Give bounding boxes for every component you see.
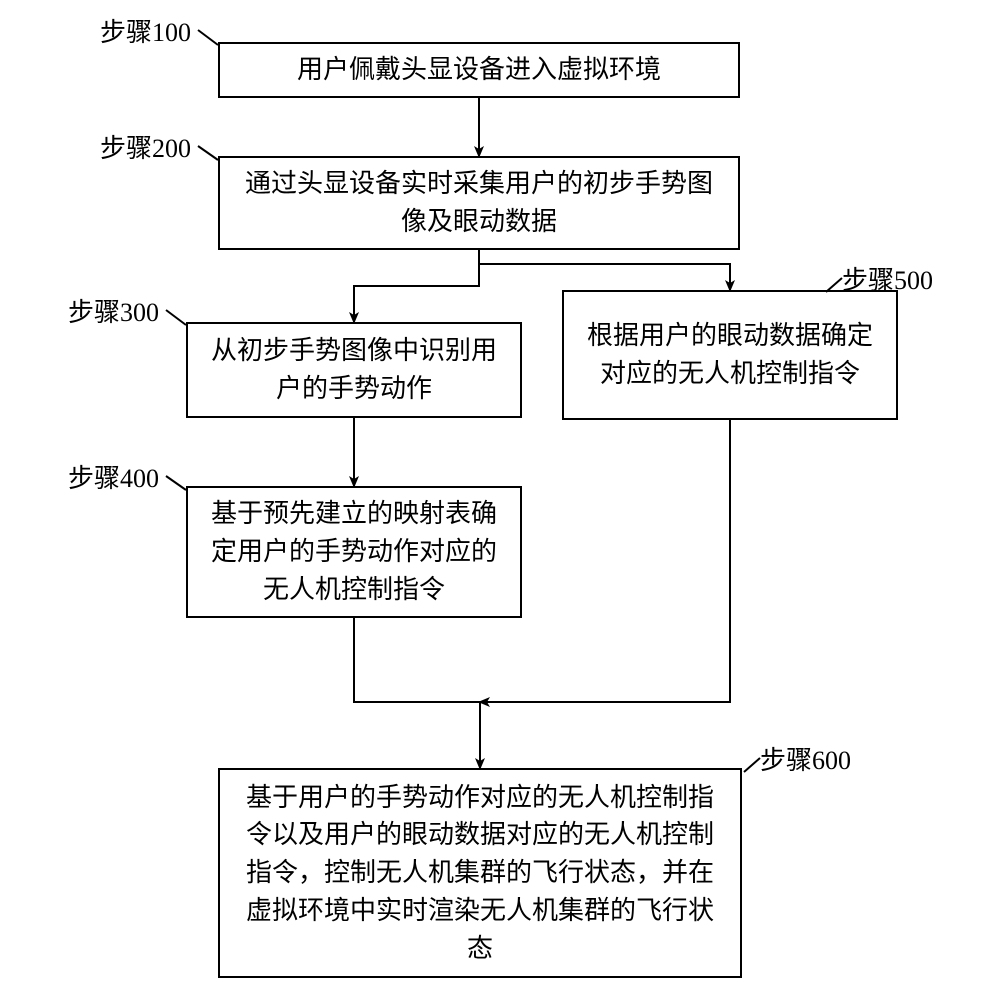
step-label-100: 步骤100	[100, 12, 191, 49]
flow-node-200: 通过头显设备实时采集用户的初步手势图像及眼动数据	[218, 156, 740, 250]
step-label-200: 步骤200	[100, 128, 191, 165]
flow-node-100: 用户佩戴头显设备进入虚拟环境	[218, 42, 740, 98]
node-text: 根据用户的眼动数据确定对应的无人机控制指令	[578, 317, 882, 392]
node-text: 通过头显设备实时采集用户的初步手势图像及眼动数据	[234, 165, 724, 240]
flow-node-600: 基于用户的手势动作对应的无人机控制指令以及用户的眼动数据对应的无人机控制指令，控…	[218, 768, 742, 978]
node-text: 用户佩戴头显设备进入虚拟环境	[297, 51, 661, 89]
step-label-600: 步骤600	[760, 740, 851, 777]
node-text: 基于预先建立的映射表确定用户的手势动作对应的无人机控制指令	[202, 495, 506, 608]
node-text: 基于用户的手势动作对应的无人机控制指令以及用户的眼动数据对应的无人机控制指令，控…	[234, 779, 726, 967]
step-label-300: 步骤300	[68, 292, 159, 329]
flow-node-300: 从初步手势图像中识别用户的手势动作	[186, 322, 522, 418]
flowchart-canvas: 步骤100 步骤200 步骤300 步骤400 步骤500 步骤600 用户佩戴…	[0, 0, 986, 1000]
node-text: 从初步手势图像中识别用户的手势动作	[202, 332, 506, 407]
flow-node-500: 根据用户的眼动数据确定对应的无人机控制指令	[562, 290, 898, 420]
flow-node-400: 基于预先建立的映射表确定用户的手势动作对应的无人机控制指令	[186, 486, 522, 618]
step-label-400: 步骤400	[68, 458, 159, 495]
